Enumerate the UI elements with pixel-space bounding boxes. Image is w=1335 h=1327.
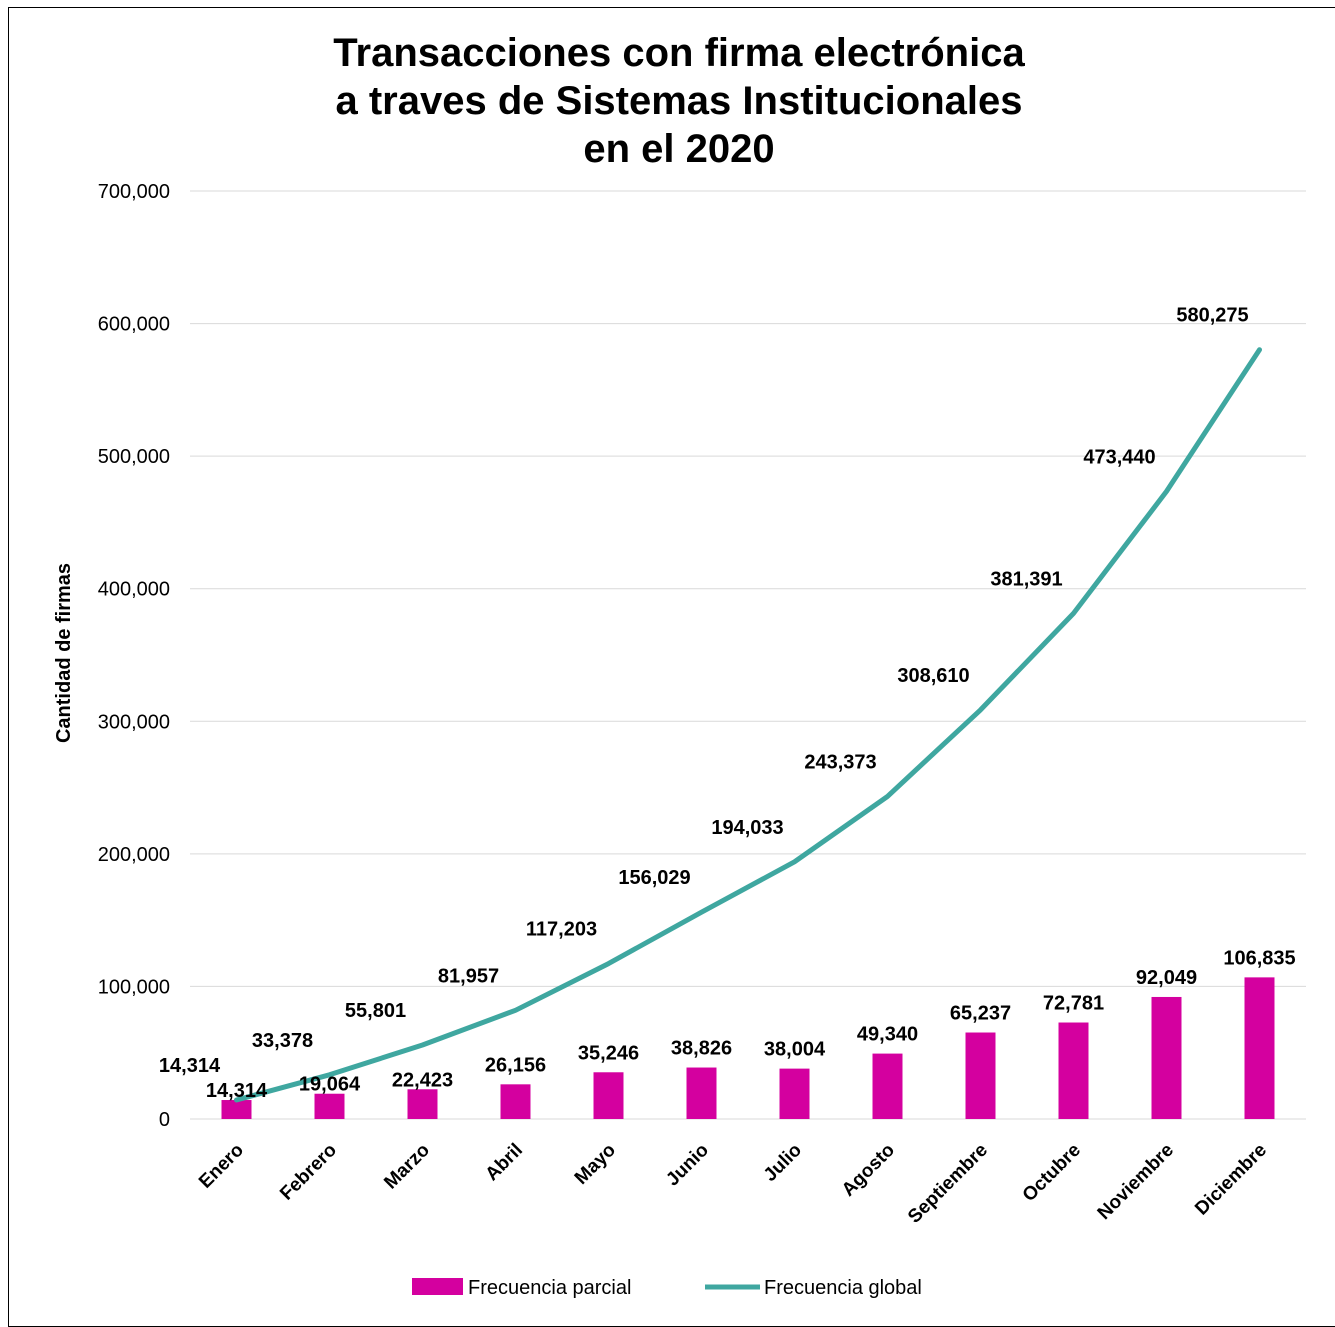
bar-data-label: 49,340 [857, 1024, 918, 1046]
line-data-label: 381,391 [990, 568, 1062, 590]
y-axis-ticks: 0 100,000 200,000 300,000 400,000 500,000 600,… [98, 181, 170, 1131]
line-data-label: 14,314 [159, 1055, 221, 1077]
legend: Frecuencia parcial Frecuencia global [412, 1277, 922, 1299]
bar-data-label: 38,004 [764, 1039, 826, 1061]
chart-title-line-1: Transacciones con firma electrónica [333, 31, 1025, 75]
line-data-label: 194,033 [711, 817, 783, 839]
bar [408, 1089, 438, 1119]
x-tick-label: Marzo [380, 1140, 434, 1194]
bar [315, 1094, 345, 1119]
bar [594, 1072, 624, 1119]
bar [1245, 977, 1275, 1119]
line-data-label: 55,801 [345, 1000, 406, 1022]
bar-data-label: 92,049 [1136, 967, 1197, 989]
line-data-label: 473,440 [1083, 446, 1155, 468]
bar [687, 1068, 717, 1119]
bar-data-label: 106,835 [1223, 947, 1295, 969]
y-tick-label: 200,000 [98, 844, 170, 866]
y-tick-label: 100,000 [98, 976, 170, 998]
y-tick-label: 0 [159, 1109, 170, 1131]
line-data-label: 243,373 [804, 751, 876, 773]
line-data-label: 81,957 [438, 965, 499, 987]
y-tick-label: 600,000 [98, 314, 170, 336]
legend-label-bar: Frecuencia parcial [468, 1277, 631, 1299]
chart-title-line-2: a traves de Sistemas Institucionales [336, 79, 1023, 123]
bar-data-label: 14,314 [206, 1080, 268, 1102]
x-tick-label: Agosto [838, 1140, 899, 1201]
bar-data-label: 38,826 [671, 1038, 732, 1060]
line-data-labels: 14,314 33,378 55,801 81,957 117,203 156,029 19… [159, 305, 1249, 1077]
x-tick-label: Enero [195, 1140, 248, 1193]
x-tick-label: Septiembre [904, 1140, 992, 1228]
legend-label-line: Frecuencia global [764, 1277, 922, 1299]
bar-series [222, 977, 1275, 1119]
y-tick-label: 300,000 [98, 711, 170, 733]
line-data-label: 308,610 [897, 665, 969, 687]
bar [501, 1084, 531, 1119]
bar-data-label: 26,156 [485, 1054, 546, 1076]
bar-data-label: 19,064 [299, 1074, 361, 1096]
chart-title-line-3: en el 2020 [583, 127, 774, 171]
x-tick-label: Noviembre [1094, 1140, 1178, 1224]
bar-data-label: 72,781 [1043, 993, 1104, 1015]
x-tick-label: Abril [482, 1140, 527, 1185]
bar [966, 1033, 996, 1119]
line-data-label: 33,378 [252, 1030, 313, 1052]
x-tick-label: Junio [662, 1140, 713, 1191]
bar-data-labels: 14,314 19,064 22,423 26,156 35,246 38,826 38,0… [206, 947, 1296, 1102]
y-axis-label: Cantidad de firmas [53, 563, 75, 743]
x-tick-label: Febrero [276, 1140, 341, 1205]
bar-data-label: 35,246 [578, 1042, 639, 1064]
x-tick-label: Octubre [1019, 1140, 1085, 1206]
bar-data-label: 65,237 [950, 1003, 1011, 1025]
chart-title: Transacciones con firma electrónica a tr… [333, 31, 1025, 171]
y-tick-label: 400,000 [98, 579, 170, 601]
legend-swatch-bar [412, 1278, 463, 1295]
bar-data-label: 22,423 [392, 1069, 453, 1091]
x-tick-label: Julio [760, 1140, 806, 1186]
x-tick-label: Diciembre [1191, 1140, 1271, 1220]
bar [222, 1100, 252, 1119]
line-data-label: 580,275 [1176, 305, 1248, 327]
y-tick-label: 700,000 [98, 181, 170, 203]
line-data-label: 117,203 [526, 919, 597, 941]
bar [873, 1054, 903, 1119]
x-axis-ticks: Enero Febrero Marzo Abril Mayo Junio Julio Agos… [195, 1140, 1271, 1228]
x-tick-label: Mayo [571, 1140, 620, 1189]
line-data-label: 156,029 [618, 867, 690, 889]
y-tick-label: 500,000 [98, 446, 170, 468]
bar [1059, 1023, 1089, 1119]
bar [780, 1069, 810, 1119]
bar [1152, 997, 1182, 1119]
